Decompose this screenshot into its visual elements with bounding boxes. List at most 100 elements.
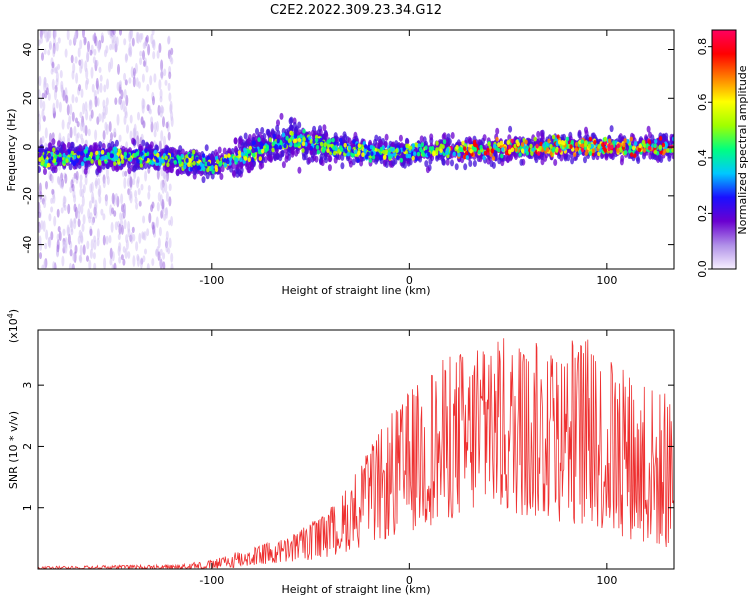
band-speck xyxy=(292,122,297,129)
scatter-speck xyxy=(144,248,147,255)
scatter-speck xyxy=(50,174,54,184)
band-speck xyxy=(348,160,353,168)
x-tick-label: 0 xyxy=(406,274,413,287)
scatter-speck xyxy=(168,71,172,80)
scatter-speck xyxy=(50,206,54,213)
scatter-speck xyxy=(109,247,113,260)
core-speck xyxy=(257,137,261,143)
scatter-speck xyxy=(129,30,133,40)
band-speck xyxy=(175,168,180,176)
scatter-speck xyxy=(126,124,129,134)
scatter-speck xyxy=(92,56,96,64)
core-speck xyxy=(268,137,272,143)
y-tick-label: 1 xyxy=(21,504,34,511)
core-speck xyxy=(333,150,337,156)
scatter-speck xyxy=(163,135,166,148)
core-speck xyxy=(339,141,343,147)
scatter-speck xyxy=(117,233,121,240)
band-speck xyxy=(243,132,248,140)
scatter-speck xyxy=(163,213,167,221)
core-speck xyxy=(458,146,462,152)
core-speck xyxy=(337,148,341,154)
scatter-speck xyxy=(164,79,168,86)
band-speck xyxy=(384,133,389,141)
core-speck xyxy=(518,152,522,158)
band-speck xyxy=(43,168,47,175)
band-speck xyxy=(322,124,327,132)
core-speck xyxy=(379,146,383,152)
core-speck xyxy=(378,156,383,161)
core-speck xyxy=(158,161,162,167)
band-speck xyxy=(400,160,405,168)
core-speck xyxy=(588,136,593,142)
scatter-speck xyxy=(93,239,97,251)
band-speck xyxy=(297,166,302,174)
scatter-speck xyxy=(109,30,113,39)
scatter-speck xyxy=(113,262,117,269)
scatter-speck xyxy=(136,135,140,147)
band-speck xyxy=(519,158,524,166)
band-speck xyxy=(577,131,582,139)
band-speck xyxy=(619,158,624,166)
scatter-speck xyxy=(170,216,174,227)
scatter-speck xyxy=(114,40,118,53)
core-speck xyxy=(351,152,355,158)
band-speck xyxy=(273,154,278,162)
scatter-speck xyxy=(132,67,136,77)
core-speck xyxy=(101,155,106,161)
core-speck xyxy=(114,155,119,160)
spectrogram-panel: -100 0 100 -40 -20 0 20 40 Height of straight l… xyxy=(5,29,675,297)
core-speck xyxy=(44,159,49,164)
scatter-speck xyxy=(136,32,140,44)
band-speck xyxy=(508,125,513,133)
scatter-speck xyxy=(85,109,89,121)
scatter-speck xyxy=(87,40,90,52)
core-speck xyxy=(584,151,588,156)
scatter-speck xyxy=(124,170,128,177)
core-speck xyxy=(214,167,219,173)
scatter-speck xyxy=(123,219,127,230)
core-speck xyxy=(623,138,627,144)
scatter-speck xyxy=(86,240,90,250)
band-speck xyxy=(250,163,254,171)
core-speck xyxy=(630,152,634,158)
scatter-speck xyxy=(93,206,97,215)
band-speck xyxy=(297,121,302,129)
scatter-speck xyxy=(88,200,92,209)
band-speck xyxy=(73,146,78,154)
scatter-speck xyxy=(163,68,167,77)
band-speck xyxy=(114,139,119,147)
chart-title: C2E2.2022.309.23.34.G12 xyxy=(270,3,442,18)
scatter-speck xyxy=(82,184,86,194)
core-speck xyxy=(50,151,54,157)
core-speck xyxy=(603,136,608,142)
scatter-speck xyxy=(43,200,47,209)
band-speck xyxy=(467,136,472,144)
spectrogram-frame xyxy=(37,29,675,270)
core-speck xyxy=(321,148,326,154)
scatter-speck xyxy=(81,223,85,232)
core-speck xyxy=(120,159,125,164)
core-speck xyxy=(664,142,669,148)
scatter-speck xyxy=(103,84,107,93)
band-speck xyxy=(254,135,259,143)
core-speck xyxy=(155,158,159,163)
scatter-speck xyxy=(45,30,49,43)
scatter-speck xyxy=(108,235,112,244)
scatter-speck xyxy=(96,40,100,49)
core-speck xyxy=(428,146,433,152)
band-speck xyxy=(584,126,588,134)
scatter-speck xyxy=(57,37,61,44)
scatter-speck xyxy=(53,30,57,38)
core-speck xyxy=(573,152,577,157)
band-speck xyxy=(260,127,265,134)
scatter-speck xyxy=(89,248,93,259)
core-speck xyxy=(251,157,255,163)
scatter-speck xyxy=(102,213,106,221)
core-speck xyxy=(204,161,208,167)
core-speck xyxy=(387,152,391,157)
core-speck xyxy=(597,144,601,149)
core-speck xyxy=(65,158,69,164)
scatter-speck xyxy=(70,228,74,236)
core-speck xyxy=(258,156,262,162)
